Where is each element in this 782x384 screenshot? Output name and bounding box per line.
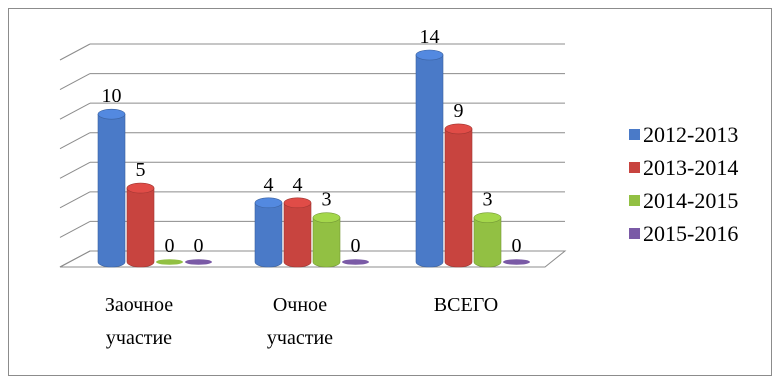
bar-top — [473, 212, 502, 223]
bar-top — [415, 49, 444, 61]
bar-top — [312, 212, 341, 223]
bar-2015-2016-0 — [185, 259, 212, 265]
x-tick-label: Заочное — [105, 294, 173, 316]
data-label: 0 — [512, 235, 522, 257]
data-label: 0 — [351, 235, 361, 257]
legend-swatch — [629, 162, 640, 173]
data-label: 4 — [293, 174, 303, 196]
bar-2013-2014-2 — [444, 128, 473, 268]
bar-top — [444, 123, 473, 135]
data-label: 5 — [136, 159, 146, 181]
bar-2014-2015-0 — [156, 259, 183, 265]
bar-2013-2014-0 — [126, 187, 155, 268]
legend-swatch — [629, 195, 640, 206]
legend-label: 2012-2013 — [643, 121, 739, 147]
data-label: 14 — [420, 26, 440, 48]
x-tick-label: Очное — [273, 294, 327, 316]
legend-item-2012-2013: 2012-2013 — [629, 118, 779, 151]
bar-2015-2016-1 — [342, 259, 369, 265]
bar-top — [97, 108, 126, 120]
legend-item-2013-2014: 2013-2014 — [629, 151, 779, 184]
bar-2013-2014-1 — [283, 202, 312, 268]
bar-2014-2015-1 — [312, 217, 341, 268]
data-label: 3 — [483, 189, 493, 211]
bar-2012-2013-0 — [97, 113, 126, 268]
data-label: 4 — [264, 174, 274, 196]
bar-2012-2013-2 — [415, 54, 444, 268]
gridline-depth — [59, 161, 91, 179]
gridline-depth — [59, 43, 91, 61]
data-label: 9 — [454, 100, 464, 122]
gridline-depth — [59, 220, 91, 238]
data-label: 3 — [322, 189, 332, 211]
bar-2014-2015-2 — [473, 217, 502, 268]
bar-top — [126, 182, 155, 194]
data-label: 10 — [102, 85, 122, 107]
x-tick-label: участие — [106, 327, 172, 349]
chart-legend: 2012-2013 2013-2014 2014-2015 2015-2016 — [629, 118, 779, 250]
legend-item-2015-2016: 2015-2016 — [629, 217, 779, 250]
legend-label: 2015-2016 — [643, 220, 739, 246]
bar-2015-2016-2 — [503, 259, 530, 265]
bar-2012-2013-1 — [254, 202, 283, 268]
gridline-depth — [59, 191, 91, 209]
gridline-depth — [59, 102, 91, 120]
x-tick-label: ВСЕГО — [434, 294, 498, 316]
gridline-depth — [59, 132, 91, 150]
legend-label: 2013-2014 — [643, 154, 739, 180]
legend-swatch — [629, 228, 640, 239]
data-label: 0 — [165, 235, 175, 257]
chart-floor — [59, 250, 567, 268]
bar-top — [283, 197, 312, 209]
legend-label: 2014-2015 — [643, 187, 739, 213]
gridline-depth — [59, 73, 91, 91]
legend-item-2014-2015: 2014-2015 — [629, 184, 779, 217]
data-label: 0 — [194, 235, 204, 257]
bar-top — [254, 197, 283, 209]
legend-swatch — [629, 129, 640, 140]
x-tick-label: участие — [267, 327, 333, 349]
